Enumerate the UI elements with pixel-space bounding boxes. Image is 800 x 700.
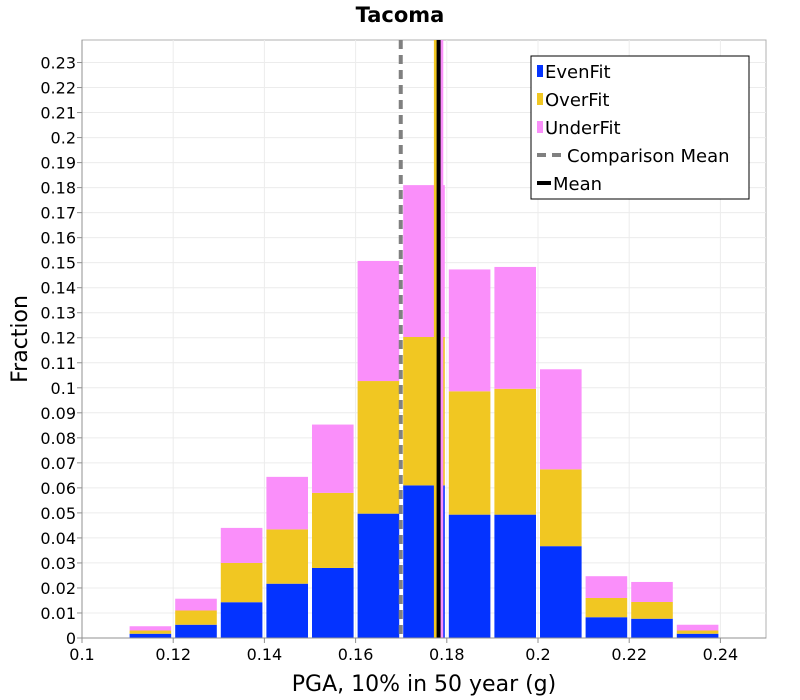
x-tick-label: 0.14 — [247, 645, 283, 664]
bar-underfit-8 — [448, 269, 491, 392]
bar-overfit-3 — [220, 562, 263, 603]
bar-evenfit-9 — [494, 514, 536, 638]
legend-swatch-evenfit — [537, 65, 543, 77]
y-tick-label: 0.02 — [40, 579, 76, 598]
legend-swatch-overfit — [537, 93, 543, 105]
y-tick-labels: 0 0.01 0.02 0.03 0.04 0.05 0.06 0.07 0.08 0.09 0.1… — [40, 54, 76, 648]
legend-label-underfit: UnderFit — [545, 118, 621, 139]
legend: EvenFit OverFit UnderFit Comparison Mean Mea… — [530, 55, 750, 200]
bar-evenfit-11 — [585, 617, 628, 638]
bar-overfit-5 — [312, 492, 354, 568]
x-tick-label: 0.2 — [525, 645, 550, 664]
bar-underfit-11 — [585, 576, 628, 598]
y-axis-title: Fraction — [8, 295, 33, 383]
y-tick-label: 0.19 — [40, 154, 76, 173]
legend-label-overfit: OverFit — [545, 90, 609, 111]
legend-label-comparison-mean: Comparison Mean — [567, 146, 730, 167]
bar-evenfit-4 — [266, 583, 308, 638]
bar-underfit-13 — [676, 624, 719, 631]
bar-overfit-13 — [676, 630, 719, 634]
y-tick-label: 0.08 — [40, 429, 76, 448]
bar-overfit-12 — [631, 601, 673, 619]
y-tick-label: 0.1 — [51, 379, 76, 398]
bar-overfit-10 — [540, 469, 582, 547]
y-tick-label: 0.04 — [40, 529, 76, 548]
legend-swatch-underfit — [537, 121, 543, 133]
bar-underfit-12 — [631, 581, 673, 602]
y-tick-label: 0.07 — [40, 454, 76, 473]
x-tick-labels: 0.1 0.12 0.14 0.16 0.18 0.2 0.22 0.24 — [69, 645, 738, 664]
y-tick-label: 0.13 — [40, 304, 76, 323]
y-tick-label: 0.03 — [40, 554, 76, 573]
bar-evenfit-10 — [540, 546, 582, 638]
axes — [77, 40, 766, 643]
y-tick-label: 0.01 — [40, 604, 76, 623]
bar-underfit-5 — [312, 424, 354, 493]
bar-overfit-4 — [266, 529, 308, 584]
x-tick-label: 0.12 — [155, 645, 191, 664]
x-tick-label: 0.24 — [703, 645, 739, 664]
bar-overfit-11 — [585, 597, 628, 618]
y-tick-label: 0.14 — [40, 279, 76, 298]
bar-evenfit-3 — [220, 602, 263, 638]
legend-label-mean: Mean — [553, 174, 602, 195]
bar-underfit-3 — [220, 527, 263, 563]
x-tick-label: 0.16 — [338, 645, 374, 664]
bar-evenfit-5 — [312, 567, 354, 638]
legend-box — [530, 55, 750, 200]
bar-evenfit-1 — [129, 633, 172, 638]
y-tick-label: 0.18 — [40, 179, 76, 198]
y-tick-label: 0.17 — [40, 204, 76, 223]
x-tick-label: 0.1 — [69, 645, 94, 664]
y-tick-label: 0.21 — [40, 104, 76, 123]
y-tick-label: 0.12 — [40, 329, 76, 348]
bar-overfit-6 — [357, 381, 400, 514]
y-tick-label: 0.16 — [40, 229, 76, 248]
legend-label-evenfit: EvenFit — [545, 62, 611, 83]
x-tick-label: 0.22 — [611, 645, 647, 664]
bar-underfit-6 — [357, 260, 400, 382]
y-tick-label: 0.11 — [40, 354, 76, 373]
bar-evenfit-6 — [357, 513, 400, 638]
y-tick-label: 0.05 — [40, 504, 76, 523]
y-tick-label: 0.06 — [40, 479, 76, 498]
y-tick-label: 0.23 — [40, 54, 76, 73]
bar-underfit-2 — [175, 598, 217, 611]
y-tick-label: 0.15 — [40, 254, 76, 273]
bar-overfit-2 — [175, 610, 217, 625]
y-tick-label: 0.2 — [51, 129, 76, 148]
y-tick-label: 0.22 — [40, 79, 76, 98]
chart-title: Tacoma — [356, 3, 445, 27]
x-axis-title: PGA, 10% in 50 year (g) — [292, 672, 556, 697]
bar-underfit-10 — [540, 369, 582, 470]
bar-underfit-4 — [266, 476, 308, 530]
bar-evenfit-13 — [676, 633, 719, 638]
x-tick-label: 0.18 — [429, 645, 465, 664]
bar-overfit-9 — [494, 388, 536, 515]
bar-underfit-1 — [129, 626, 172, 631]
y-tick-label: 0.09 — [40, 404, 76, 423]
y-tick-label: 0 — [66, 629, 76, 648]
bar-evenfit-2 — [175, 624, 217, 638]
mean-lines — [398, 40, 444, 638]
bar-overfit-1 — [129, 630, 172, 634]
bar-evenfit-12 — [631, 618, 673, 638]
bar-overfit-8 — [448, 391, 491, 515]
bar-evenfit-8 — [448, 514, 491, 638]
bar-underfit-9 — [494, 266, 536, 389]
